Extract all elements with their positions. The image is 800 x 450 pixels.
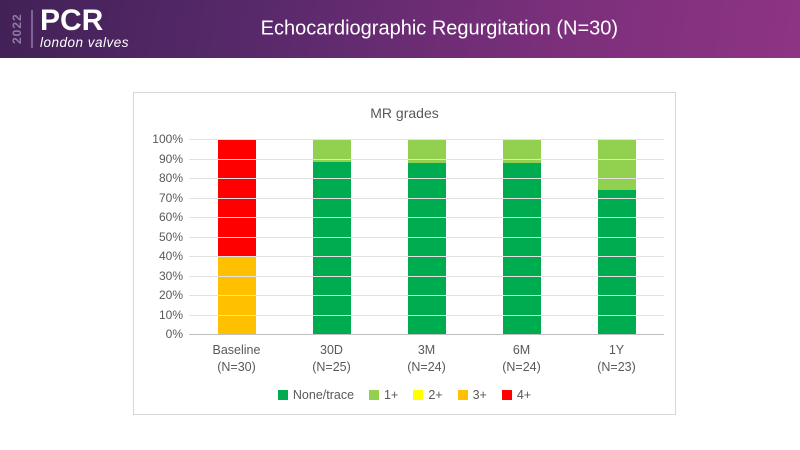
logo-year-text: 2022 [10, 13, 24, 45]
legend-swatch [413, 390, 424, 400]
legend-swatch [369, 390, 380, 400]
category-label: 30D (N=25) [284, 342, 379, 376]
y-tick-label: 80% [158, 171, 183, 185]
legend-label: 4+ [516, 388, 532, 402]
y-tick-label: 40% [158, 249, 183, 263]
bar-segment [312, 139, 351, 163]
bar-slot [284, 139, 379, 334]
gridline [189, 158, 664, 160]
bar-segment [502, 139, 541, 164]
category-label-line2: (N=25) [312, 360, 351, 374]
legend-label: None/trace [292, 388, 355, 402]
chart-title: MR grades [370, 105, 439, 121]
logo-text: PCR london valves [40, 4, 130, 50]
legend-item: 4+ [501, 388, 532, 402]
chart-card: MR grades 0% 10% 20% 30% 40% 50% 60% 70% 80% 90% 1… [133, 92, 676, 415]
gridline [189, 139, 664, 140]
bar-segment [407, 163, 446, 334]
category-label-line1: 30D [320, 343, 343, 357]
category-label: 3M (N=24) [379, 342, 474, 376]
legend-item: None/trace [277, 388, 355, 402]
category-label: 1Y (N=23) [569, 342, 664, 376]
gridline [189, 314, 664, 316]
gridline [189, 197, 664, 199]
category-label-line2: (N=24) [407, 360, 446, 374]
category-label-line1: Baseline [212, 343, 261, 357]
category-label-line2: (N=24) [502, 360, 541, 374]
gridline [189, 178, 664, 179]
legend-label: 3+ [472, 388, 487, 402]
legend-label: 1+ [384, 388, 399, 402]
gridline [189, 275, 664, 277]
category-label: Baseline (N=30) [189, 342, 284, 376]
bar-segment [407, 139, 446, 164]
bar-slot [569, 139, 664, 334]
plot-area: 0% 10% 20% 30% 40% 50% 60% 70% 80% 90% 100% [152, 132, 664, 341]
y-tick-label: 60% [158, 210, 183, 224]
gridline [189, 217, 664, 218]
bar-segment [502, 163, 541, 334]
category-label: 6M (N=24) [474, 342, 569, 376]
gridline [189, 334, 664, 335]
stacked-bar [597, 139, 636, 334]
category-label-line1: 1Y [608, 343, 625, 357]
stacked-bar [312, 139, 351, 334]
legend-item: 3+ [457, 388, 487, 402]
y-tick-label: 90% [158, 151, 183, 166]
legend-swatch [277, 390, 288, 400]
y-tick-label: 100% [152, 132, 183, 146]
legend-item: 1+ [369, 388, 398, 402]
bar-slot [379, 139, 474, 334]
legend-label: 2+ [428, 388, 443, 402]
logo-brand-text: PCR [40, 4, 104, 38]
chart-legend: None/trace 1+ 2+ 3+ 4+ [134, 388, 675, 402]
logo-subtitle-text: london valves [40, 34, 130, 50]
gridline [189, 256, 664, 257]
stacked-bar [407, 139, 446, 334]
category-axis: Baseline (N=30) 30D (N=25) 3M (N=24) 6M (N=24) 1… [189, 342, 664, 376]
logo-divider [31, 10, 33, 48]
bar-segment [597, 139, 636, 190]
y-tick-label: 70% [158, 190, 183, 205]
header-banner: 2022 PCR london valves Echocardiographic… [0, 0, 800, 58]
bar-segment [312, 162, 351, 334]
category-label-line2: (N=23) [597, 360, 636, 374]
gridline [189, 236, 664, 238]
bar-segment [597, 189, 636, 334]
pcr-logo: 2022 PCR london valves [0, 0, 129, 58]
category-label-line1: 6M [512, 343, 531, 357]
y-tick-label: 50% [158, 229, 183, 244]
legend-item: 2+ [413, 388, 443, 402]
y-tick-label: 10% [158, 307, 183, 322]
gridline [189, 295, 664, 296]
category-label-line2: (N=30) [217, 360, 256, 374]
legend-swatch [457, 390, 468, 400]
y-tick-label: 20% [158, 288, 183, 302]
slide-title: Echocardiographic Regurgitation (N=30) [260, 17, 619, 40]
y-tick-label: 0% [165, 327, 183, 341]
legend-swatch [501, 390, 512, 400]
category-label-line1: 3M [417, 343, 436, 357]
y-tick-label: 30% [158, 268, 183, 283]
